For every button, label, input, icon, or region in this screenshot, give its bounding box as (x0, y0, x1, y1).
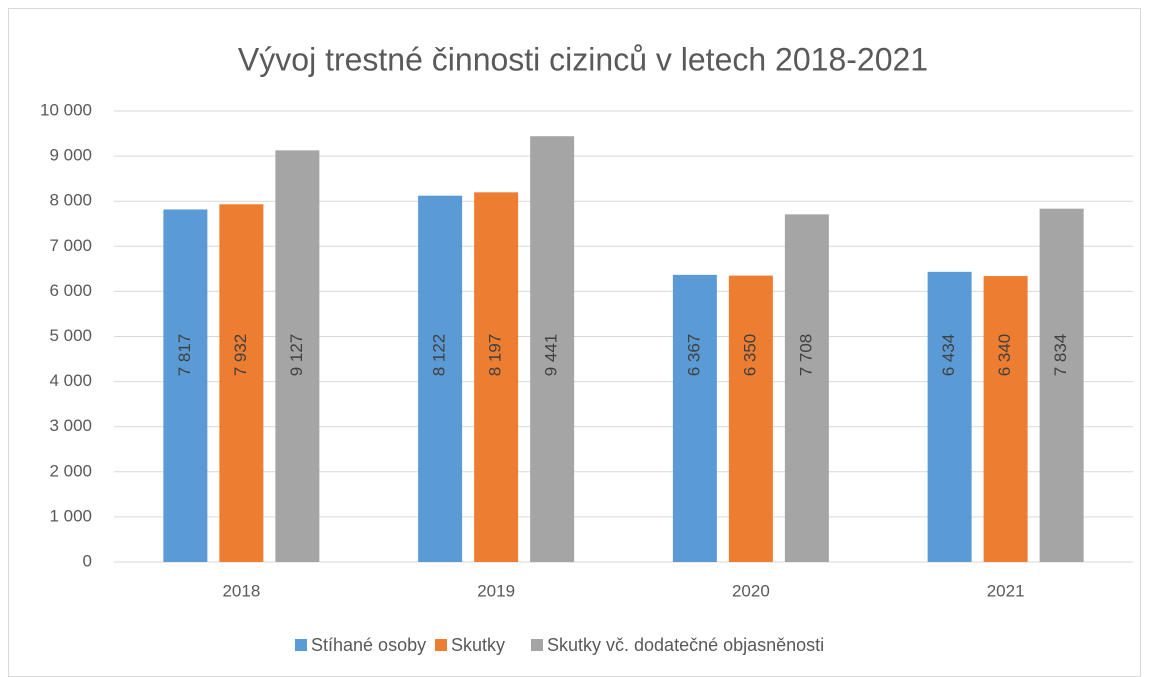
legend-label: Stíhané osoby (311, 635, 426, 655)
value-label: 6 350 (740, 334, 759, 377)
y-tick-label: 0 (83, 551, 92, 570)
x-tick-label: 2018 (222, 581, 260, 600)
bar (474, 192, 519, 562)
value-label: 7 817 (175, 334, 194, 377)
legend-label: Skutky (451, 635, 505, 655)
bar (672, 274, 717, 562)
legend-swatch (295, 639, 307, 651)
value-label: 8 122 (430, 334, 449, 377)
y-tick-label: 10 000 (40, 100, 92, 119)
bar (1039, 208, 1084, 563)
x-tick-label: 2019 (477, 581, 515, 600)
value-label: 6 434 (939, 334, 958, 377)
legend-swatch (531, 639, 543, 651)
y-tick-label: 4 000 (49, 371, 92, 390)
y-tick-label: 9 000 (49, 146, 92, 165)
y-tick-label: 2 000 (49, 461, 92, 480)
value-label: 9 441 (542, 334, 561, 377)
y-tick-label: 3 000 (49, 416, 92, 435)
y-tick-label: 7 000 (49, 236, 92, 255)
bar (728, 275, 773, 562)
y-tick-label: 6 000 (49, 281, 92, 300)
bar (219, 204, 264, 563)
bar (275, 150, 320, 562)
value-label: 7 708 (796, 334, 815, 377)
legend-label: Skutky vč. dodatečné objasněnosti (547, 635, 824, 655)
bar (418, 195, 463, 562)
y-tick-label: 8 000 (49, 191, 92, 210)
x-tick-label: 2021 (987, 581, 1025, 600)
bar (163, 209, 208, 562)
value-label: 7 932 (231, 334, 250, 377)
y-tick-label: 1 000 (49, 506, 92, 525)
bar (530, 136, 575, 562)
chart-title: Vývoj trestné činnosti cizinců v letech … (238, 41, 928, 77)
bar (927, 271, 972, 562)
value-label: 9 127 (287, 334, 306, 377)
value-label: 8 197 (486, 334, 505, 377)
bar (784, 214, 829, 562)
value-label: 6 340 (995, 334, 1014, 377)
legend-swatch (435, 639, 447, 651)
x-tick-label: 2020 (732, 581, 770, 600)
y-tick-label: 5 000 (49, 326, 92, 345)
value-label: 6 367 (684, 334, 703, 377)
bar (983, 276, 1028, 562)
value-label: 7 834 (1051, 334, 1070, 377)
